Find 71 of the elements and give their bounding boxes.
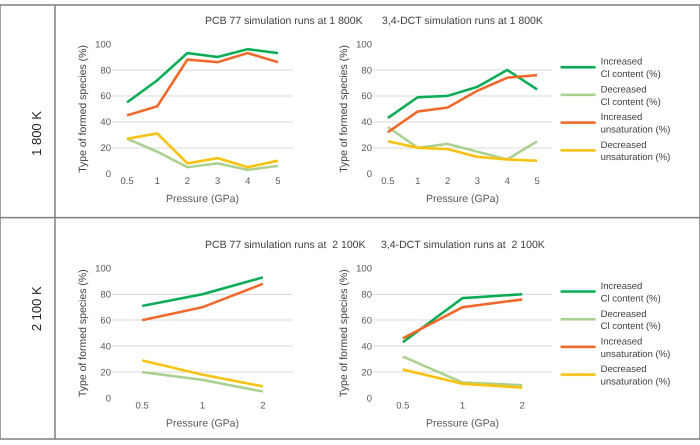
- legend-label: Decreased unsaturation (%): [600, 364, 670, 388]
- y-tick-label: 80: [361, 290, 372, 301]
- y-tick-label: 40: [361, 341, 372, 352]
- y-axis-title: Type of formed species (%): [338, 269, 350, 398]
- x-tick-label: 2: [520, 400, 525, 412]
- x-tick-label: 2: [444, 176, 450, 188]
- y-tick-label: 0: [106, 393, 111, 404]
- y-tick-label: 100: [95, 264, 111, 275]
- y-tick-label: 20: [361, 367, 372, 378]
- x-tick-label: 0.5: [381, 176, 395, 188]
- x-axis-title: Pressure (GPa): [426, 417, 499, 430]
- legend-label: Increased unsaturation (%): [600, 112, 670, 136]
- x-tick-label: 3: [214, 176, 220, 188]
- y-tick-label: 0: [366, 169, 372, 180]
- x-tick-label: 3: [474, 176, 480, 188]
- x-tick-label: 1: [460, 400, 466, 412]
- x-tick-label: 0.5: [396, 400, 410, 412]
- x-tick-label: 1: [415, 176, 420, 188]
- x-axis-title: Pressure (GPa): [166, 193, 239, 206]
- line-series: [126, 132, 280, 168]
- x-tick-label: 1: [154, 176, 160, 188]
- y-tick-label: 60: [100, 316, 111, 327]
- y-axis-title: Type of formed species (%): [338, 44, 350, 173]
- y-tick-label: 100: [95, 39, 111, 50]
- y-tick-label: 20: [100, 143, 111, 154]
- line-series: [386, 140, 538, 162]
- line-series: [126, 52, 280, 117]
- chart-title: PCB 77 simulation runs at 2 100K: [205, 239, 366, 251]
- y-tick-label: 80: [100, 65, 111, 76]
- y-axis-title: Type of formed species (%): [76, 269, 89, 398]
- legend-label: Increased Cl content (%): [600, 56, 661, 80]
- y-tick-label: 0: [366, 393, 372, 404]
- legend-label: Decreased Cl content (%): [600, 84, 661, 108]
- y-tick-label: 0: [106, 169, 111, 180]
- x-axis-title: Pressure (GPa): [166, 417, 239, 430]
- legend-label: Increased unsaturation (%): [600, 336, 670, 360]
- y-tick-label: 80: [100, 290, 111, 301]
- chart-title: PCB 77 simulation runs at 1 800K: [205, 15, 363, 27]
- text: 2 100 K: [28, 286, 44, 332]
- x-tick-label: 5: [275, 176, 281, 188]
- x-tick-label: 2: [260, 400, 266, 412]
- line-series: [386, 68, 538, 120]
- y-axis-title: Type of formed species (%): [76, 44, 89, 173]
- x-tick-label: 0.5: [120, 176, 134, 188]
- y-tick-label: 40: [100, 117, 111, 128]
- y-tick-label: 20: [100, 367, 111, 378]
- y-tick-label: 100: [356, 39, 372, 50]
- x-tick-label: 1: [200, 400, 206, 412]
- chart-title: 3,4-DCT simulation runs at 2 100K: [381, 239, 545, 251]
- y-tick-label: 80: [361, 65, 372, 76]
- y-tick-label: 40: [100, 341, 111, 352]
- y-tick-label: 40: [361, 117, 372, 128]
- legend-label: Decreased Cl content (%): [600, 308, 661, 332]
- legend-label: Decreased unsaturation (%): [600, 140, 670, 164]
- text: 1 800 K: [29, 110, 44, 156]
- line-series: [126, 48, 280, 104]
- legend-label: Increased Cl content (%): [600, 281, 661, 304]
- y-tick-label: 60: [361, 91, 372, 102]
- x-tick-label: 5: [534, 176, 540, 188]
- x-tick-label: 0.5: [136, 400, 149, 412]
- x-axis-title: Pressure (GPa): [426, 193, 499, 206]
- line-series: [386, 74, 538, 134]
- x-tick-label: 4: [245, 176, 250, 188]
- x-tick-label: 2: [184, 176, 190, 188]
- y-tick-label: 20: [361, 143, 372, 154]
- line-series: [126, 137, 280, 172]
- chart-title: 3,4-DCT simulation runs at 1 800K: [382, 15, 543, 27]
- x-tick-label: 4: [504, 176, 510, 188]
- y-tick-label: 60: [100, 91, 111, 102]
- y-tick-label: 100: [356, 264, 372, 275]
- y-tick-label: 60: [361, 316, 372, 327]
